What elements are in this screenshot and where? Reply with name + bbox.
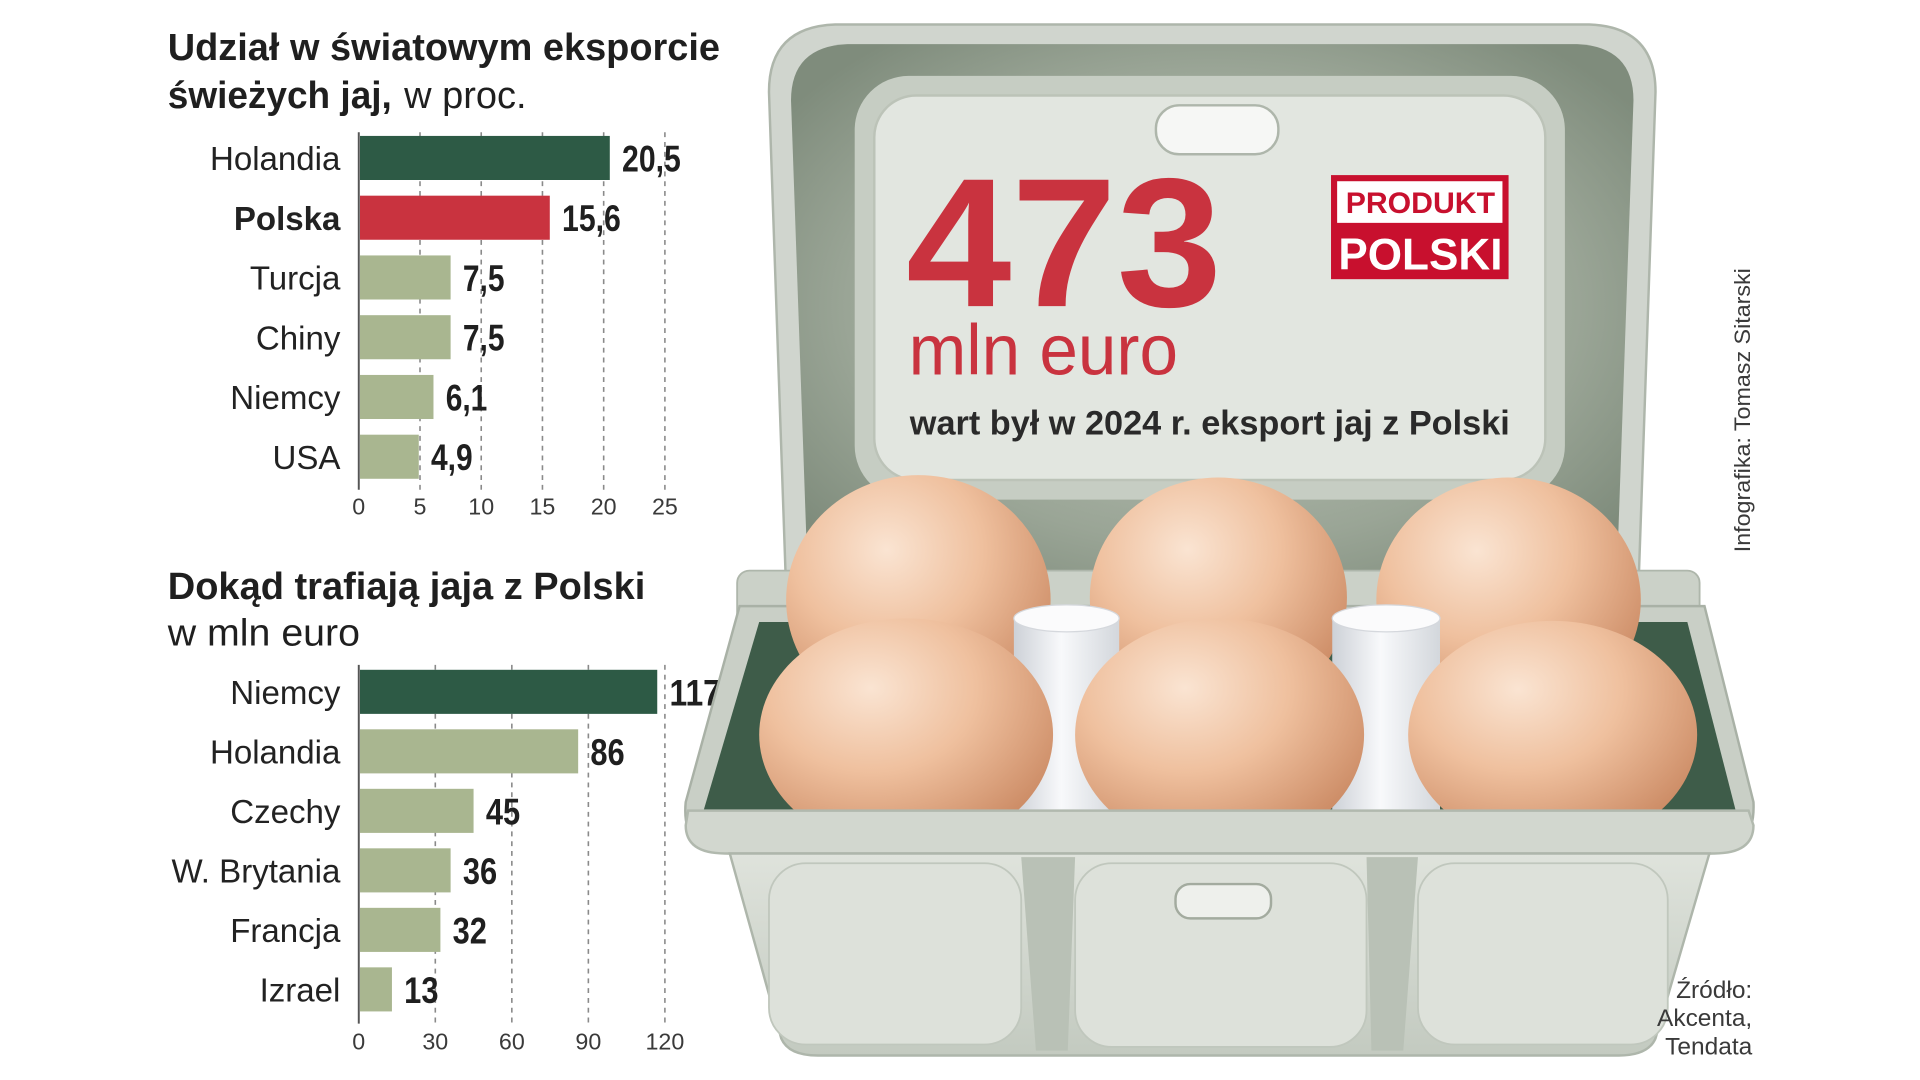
headline-unit: mln euro — [909, 312, 1178, 391]
carton-rib — [1021, 857, 1076, 1051]
x-tick-label: 10 — [468, 493, 494, 519]
source-note: Źródło: Akcenta, Tendata — [1657, 977, 1753, 1060]
bar-niemcy — [360, 669, 658, 714]
value-label-holandia: 86 — [590, 732, 624, 773]
bar-polska — [360, 195, 550, 240]
x-tick-label: 0 — [352, 1028, 365, 1054]
x-tick-label: 15 — [530, 493, 556, 519]
bar-usa — [360, 434, 419, 479]
category-label-holandia: Holandia — [210, 735, 341, 772]
value-label-chiny: 7,5 — [463, 318, 505, 359]
value-label-francja: 32 — [453, 910, 487, 951]
value-label-polska: 15,6 — [562, 198, 621, 239]
category-label-holandia: Holandia — [210, 141, 341, 178]
category-label-niemcy: Niemcy — [230, 675, 341, 712]
headline-value: 473 — [906, 140, 1222, 345]
value-label-izrael: 13 — [404, 970, 438, 1011]
bar-chiny — [360, 315, 451, 360]
category-label-chiny: Chiny — [256, 320, 341, 357]
gridlines — [434, 664, 666, 1024]
x-tick-label: 5 — [414, 493, 427, 519]
x-tick-label: 0 — [352, 493, 365, 519]
category-label-turcja: Turcja — [250, 261, 341, 298]
lid-notch — [1154, 104, 1280, 156]
badge-top-panel — [1337, 181, 1503, 223]
chart-egg-destinations: Dokąd trafiają jaja z Polski w mln euro … — [167, 566, 721, 1055]
badge-line-2: POLSKI — [1338, 230, 1502, 279]
egg — [1075, 618, 1365, 852]
bar-czechy — [360, 788, 474, 833]
carton-cup — [768, 862, 1023, 1046]
bar-francja — [360, 907, 441, 952]
category-label-w-brytania: W. Brytania — [171, 854, 341, 891]
egg — [1408, 620, 1698, 849]
chart-title: Dokąd trafiają jaja z Polski — [168, 566, 646, 608]
chart-1: 0 5 10 15 20 25 Holandia 20,5 Polska 15,6 Turcja 7,… — [210, 132, 681, 519]
carton-front-rim — [684, 809, 1755, 855]
category-label-izrael: Izrael — [260, 973, 341, 1010]
gridlines — [419, 132, 666, 490]
value-label-niemcy: 6,1 — [446, 377, 488, 418]
value-label-czechy: 45 — [486, 791, 520, 832]
source-line: Tendata — [1665, 1033, 1752, 1060]
value-label-w-brytania: 36 — [463, 851, 497, 892]
value-label-turcja: 7,5 — [463, 258, 505, 299]
chart-export-share: Udział w światowym eksporcie świeżych ja… — [168, 27, 720, 519]
bar-izrael — [360, 967, 392, 1012]
chart-unit: w proc. — [403, 75, 526, 117]
carton-cup — [1417, 862, 1669, 1046]
carton-rib — [1366, 857, 1418, 1051]
bar-holandia — [360, 729, 579, 774]
x-tick-label: 60 — [499, 1028, 525, 1054]
chart-title-line-1: Udział w światowym eksporcie — [168, 27, 720, 69]
chart-title-bold: świeżych jaj, — [168, 75, 392, 117]
value-label-holandia: 20,5 — [622, 138, 681, 179]
value-label-usa: 4,9 — [431, 437, 473, 478]
carton-cup — [1074, 862, 1368, 1048]
separator-top — [1331, 604, 1441, 633]
category-label-usa: USA — [272, 440, 340, 477]
separator-top — [1013, 604, 1120, 633]
egg-carton-illustration: 473 mln euro wart był w 2024 r. eksport … — [684, 23, 1755, 1057]
category-label-niemcy: Niemcy — [230, 380, 341, 417]
bar-holandia — [360, 135, 610, 180]
carton-tab — [1174, 882, 1273, 920]
bar-niemcy — [360, 374, 434, 420]
x-tick-label: 120 — [645, 1028, 684, 1054]
bar-turcja — [360, 255, 451, 300]
badge-line-1: PRODUKT — [1346, 187, 1495, 220]
x-tick-label: 30 — [422, 1028, 448, 1054]
x-tick-label: 25 — [652, 493, 678, 519]
source-line: Źródło: — [1676, 977, 1752, 1004]
infographic-credit: Infografika: Tomasz Sitarski — [1730, 268, 1755, 552]
chart-unit: w mln euro — [167, 612, 360, 654]
source-line: Akcenta, — [1657, 1005, 1752, 1032]
chart-title-line-2: świeżych jaj, w proc. — [168, 75, 527, 117]
headline-caption: wart był w 2024 r. eksport jaj z Polski — [909, 405, 1510, 443]
x-tick-label: 20 — [591, 493, 617, 519]
category-label-francja: Francja — [230, 913, 341, 950]
category-label-polska: Polska — [234, 201, 341, 238]
produkt-polski-badge: PRODUKT POLSKI — [1331, 175, 1509, 279]
egg — [759, 618, 1054, 852]
category-label-czechy: Czechy — [230, 794, 341, 831]
bar-w-brytania — [360, 848, 451, 893]
x-tick-label: 90 — [575, 1028, 601, 1054]
